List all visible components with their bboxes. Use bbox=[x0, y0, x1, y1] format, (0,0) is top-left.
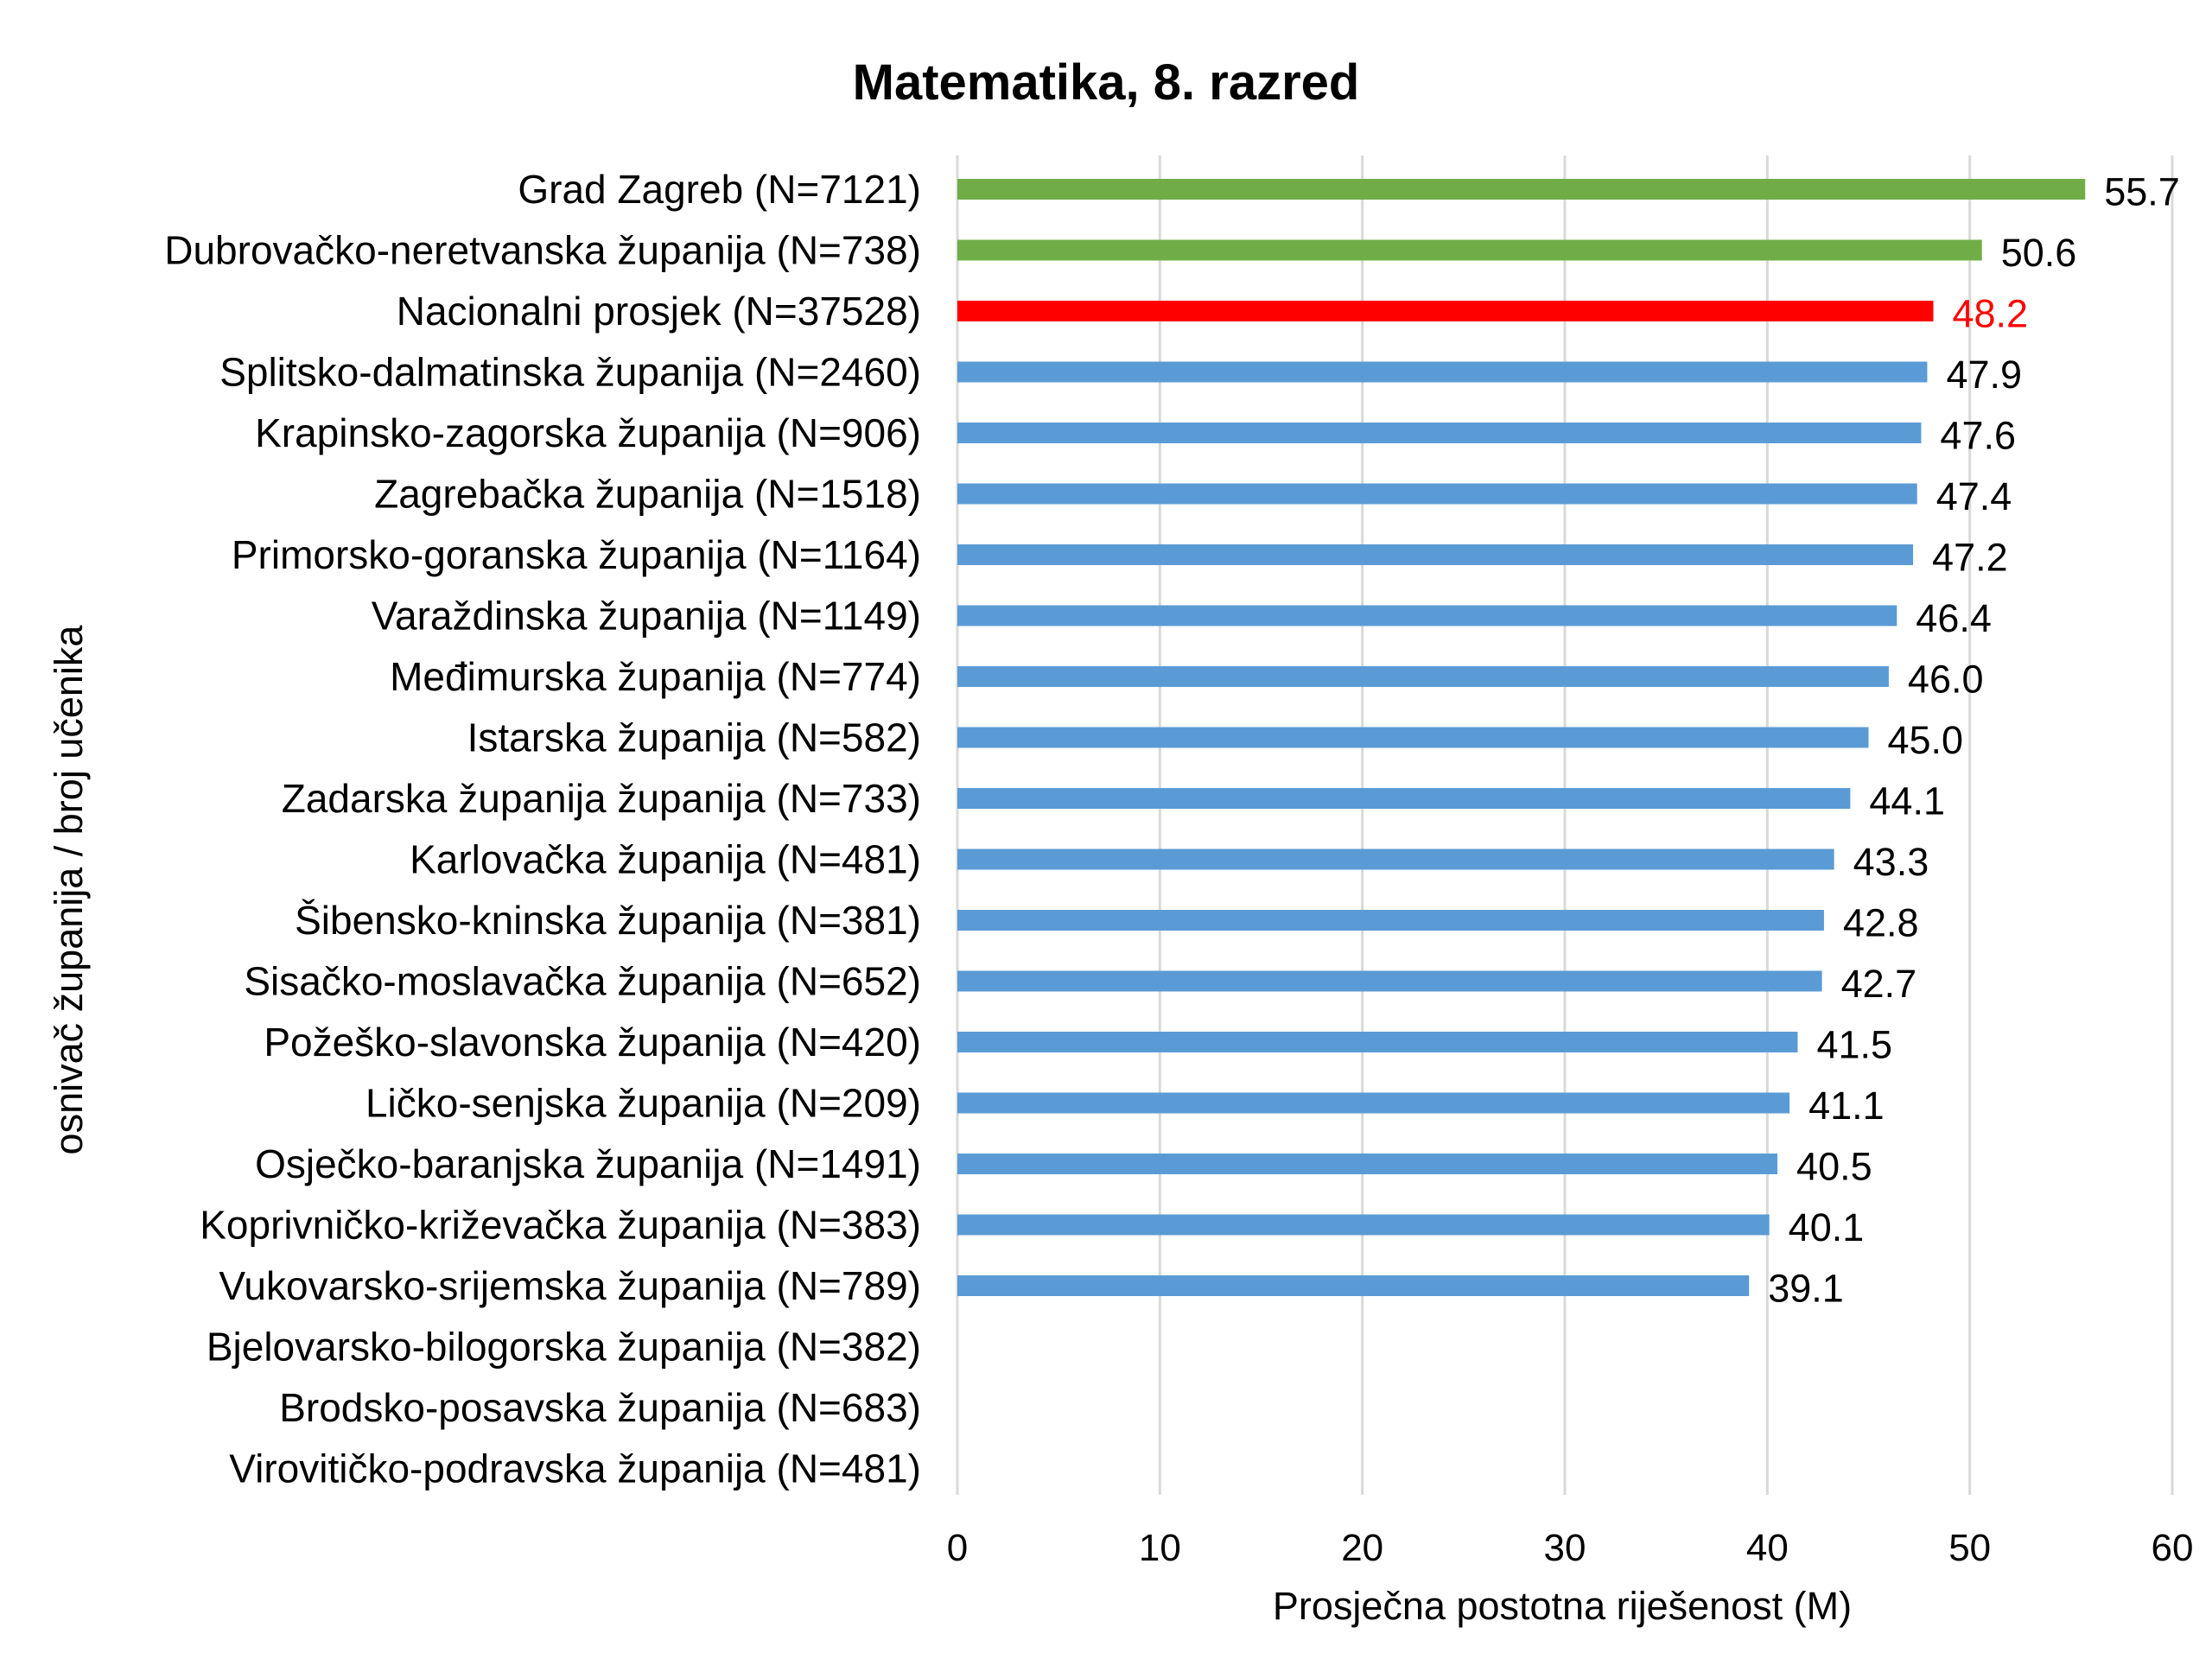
category-label: Šibensko-kninska županija (N=381) bbox=[295, 898, 921, 943]
data-label: 41.1 bbox=[1808, 1084, 1885, 1128]
data-label: 43.3 bbox=[1853, 840, 1929, 884]
data-label: 50.6 bbox=[2001, 231, 2077, 275]
category-labels: Grad Zagreb (N=7121) Dubrovačko-neretvans… bbox=[164, 167, 921, 1491]
category-label: Istarska županija (N=582) bbox=[467, 715, 921, 760]
bar bbox=[957, 970, 1822, 992]
data-label: 40.5 bbox=[1796, 1145, 1872, 1189]
x-tick-label: 60 bbox=[2152, 1527, 2194, 1569]
x-tick-label: 20 bbox=[1341, 1527, 1383, 1569]
bar bbox=[957, 239, 1982, 261]
data-label: 45.0 bbox=[1888, 718, 1964, 762]
bar bbox=[957, 1092, 1790, 1114]
data-label: 46.0 bbox=[1908, 658, 1984, 702]
bar bbox=[957, 1032, 1798, 1052]
data-label: 39.1 bbox=[1768, 1267, 1844, 1311]
bar bbox=[957, 788, 1851, 809]
category-label: Dubrovačko-neretvanska županija (N=738) bbox=[164, 228, 921, 273]
category-label: Krapinsko-zagorska županija (N=906) bbox=[255, 410, 921, 455]
category-label: Varaždinska županija (N=1149) bbox=[372, 594, 921, 639]
chart-title: Matematika, 8. razred bbox=[852, 54, 1360, 111]
value-labels: 55.7 50.6 48.2 47.9 47.6 47.4 47.2 46.4 46.0 45.0… bbox=[1768, 170, 2180, 1311]
category-label: Grad Zagreb (N=7121) bbox=[518, 167, 921, 212]
bar bbox=[957, 483, 1917, 505]
data-label: 55.7 bbox=[2104, 170, 2180, 214]
category-label: Zagrebačka županija (N=1518) bbox=[374, 472, 921, 517]
data-label: 44.1 bbox=[1869, 779, 1945, 823]
data-label: 46.4 bbox=[1916, 596, 1992, 640]
category-label: Brodsko-posavska županija (N=683) bbox=[279, 1385, 921, 1430]
x-tick-label: 10 bbox=[1139, 1527, 1181, 1569]
bar bbox=[957, 544, 1914, 565]
bar bbox=[957, 605, 1897, 626]
category-label: Požeško-slavonska županija (N=420) bbox=[264, 1020, 921, 1065]
x-axis-title: Prosječna postotna riješenost (M) bbox=[1273, 1584, 1852, 1628]
bar bbox=[957, 361, 1928, 383]
category-label: Vukovarsko-srijemska županija (N=789) bbox=[219, 1263, 921, 1308]
category-label: Ličko-senjska županija (N=209) bbox=[365, 1081, 921, 1126]
category-label: Sisačko-moslavačka županija (N=652) bbox=[244, 959, 921, 1004]
category-label: Koprivničko-križevačka županija (N=383) bbox=[200, 1203, 921, 1248]
category-label: Virovitičko-podravska županija (N=481) bbox=[229, 1446, 921, 1491]
bar bbox=[957, 727, 1869, 748]
data-label: 47.9 bbox=[1946, 353, 2022, 397]
bar bbox=[957, 179, 2086, 200]
bar bbox=[957, 666, 1889, 687]
category-label: Splitsko-dalmatinska županija (N=2460) bbox=[219, 350, 921, 395]
bar bbox=[957, 301, 1934, 321]
y-axis-title: osnivač županija / broj učenika bbox=[47, 625, 91, 1155]
data-label: 42.8 bbox=[1843, 901, 1919, 945]
data-label: 48.2 bbox=[1952, 292, 2028, 336]
x-tick-label: 0 bbox=[947, 1527, 968, 1569]
data-label: 47.4 bbox=[1936, 474, 2012, 518]
bar bbox=[957, 1214, 1770, 1236]
bars bbox=[957, 179, 2086, 1296]
category-label: Primorsko-goranska županija (N=1164) bbox=[232, 532, 921, 577]
data-label: 47.6 bbox=[1940, 414, 2016, 458]
data-label: 42.7 bbox=[1841, 962, 1917, 1006]
x-tick-label: 40 bbox=[1746, 1527, 1789, 1569]
category-label: Karlovačka županija (N=481) bbox=[410, 837, 921, 882]
x-tick-label: 50 bbox=[1948, 1527, 1991, 1569]
category-label: Zadarska županija županija (N=733) bbox=[282, 776, 921, 821]
data-label: 47.2 bbox=[1932, 536, 2008, 580]
data-label: 41.5 bbox=[1816, 1023, 1892, 1067]
bar bbox=[957, 423, 1922, 443]
category-label: Osječko-baranjska županija (N=1491) bbox=[255, 1141, 921, 1186]
bar bbox=[957, 1154, 1778, 1174]
x-tick-labels: 0 10 20 30 40 50 60 bbox=[947, 1527, 2194, 1569]
category-label: Bjelovarsko-bilogorska županija (N=382) bbox=[207, 1325, 921, 1370]
x-tick-label: 30 bbox=[1544, 1527, 1586, 1569]
category-label: Međimurska županija (N=774) bbox=[390, 654, 921, 699]
bar bbox=[957, 910, 1824, 931]
bar bbox=[957, 1275, 1750, 1296]
data-label: 40.1 bbox=[1789, 1205, 1865, 1249]
category-label: Nacionalni prosjek (N=37528) bbox=[397, 289, 921, 334]
bar bbox=[957, 849, 1834, 870]
